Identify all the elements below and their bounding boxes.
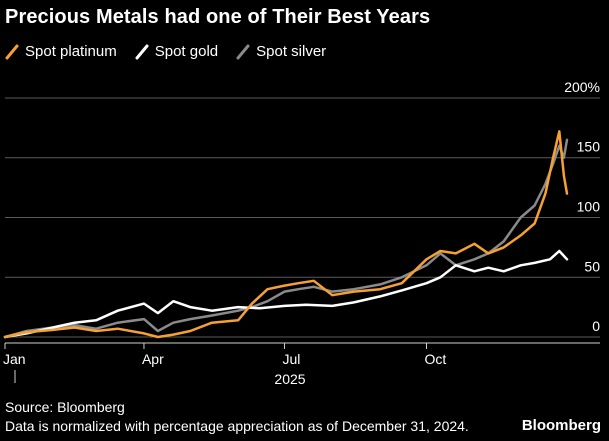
series-line-gold (3, 249, 569, 339)
legend-swatch-gold (135, 44, 149, 59)
x-tick-label-apr: Apr (142, 351, 164, 367)
legend: Spot platinum Spot gold Spot silver (5, 43, 344, 60)
x-tick-label-oct: Oct (425, 351, 447, 367)
series-line-silver (3, 138, 569, 339)
y-tick-label-50: 50 (584, 258, 600, 274)
legend-label-silver: Spot silver (256, 43, 327, 60)
legend-item-platinum: Spot platinum (5, 43, 117, 60)
x-tick-label-jul: Jul (282, 351, 300, 367)
legend-swatch-silver (236, 44, 250, 59)
legend-item-silver: Spot silver (236, 43, 326, 60)
y-tick-label-100: 100 (577, 199, 601, 215)
legend-swatch-platinum (5, 44, 19, 59)
series-line-platinum (3, 130, 569, 339)
brand-logo-text: Bloomberg (521, 417, 601, 434)
legend-item-gold: Spot gold (135, 43, 218, 60)
source-note: Source: Bloomberg (5, 399, 125, 415)
line-chart: 0 50 100 150 200% Jan Apr Jul Oct 2025 (3, 79, 601, 387)
legend-label-gold: Spot gold (154, 43, 219, 60)
x-year-label: 2025 (274, 371, 305, 387)
y-tick-label-0: 0 (592, 318, 600, 334)
normalization-note: Data is normalized with percentage appre… (5, 418, 469, 434)
y-tick-label-200: 200% (564, 79, 600, 95)
y-tick-label-150: 150 (577, 139, 601, 155)
x-tick-label-jan: Jan (3, 351, 26, 367)
chart-title: Precious Metals had one of Their Best Ye… (5, 6, 431, 28)
legend-label-platinum: Spot platinum (25, 43, 117, 60)
